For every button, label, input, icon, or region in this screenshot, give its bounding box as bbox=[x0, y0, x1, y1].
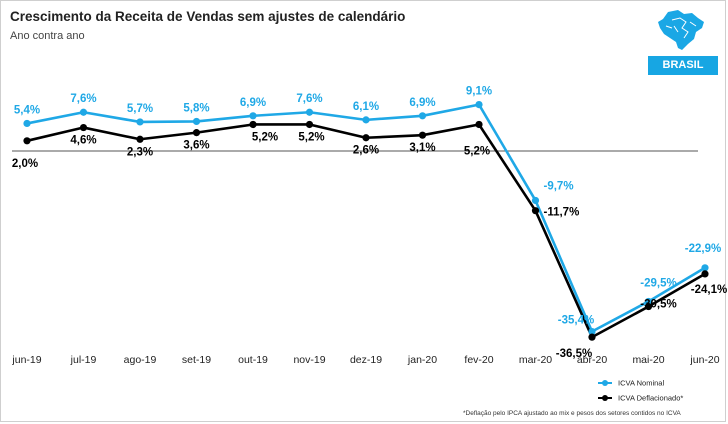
x-tick-label: nov-19 bbox=[293, 354, 325, 366]
data-label-nominal: 6,9% bbox=[409, 97, 435, 109]
data-point-deflated bbox=[192, 129, 201, 137]
data-point-deflated bbox=[362, 134, 370, 142]
data-label-deflated: 2,0% bbox=[12, 158, 38, 170]
data-point-deflated bbox=[475, 120, 483, 129]
data-label-nominal: -29,5% bbox=[640, 277, 676, 289]
data-point-nominal bbox=[305, 108, 314, 116]
x-tick-label: jun-20 bbox=[689, 354, 719, 366]
x-tick-label: dez-19 bbox=[350, 354, 382, 366]
data-label-deflated: -30,5% bbox=[640, 299, 676, 311]
data-point-nominal bbox=[249, 112, 257, 120]
data-label-deflated: 4,6% bbox=[70, 135, 96, 147]
data-point-nominal bbox=[136, 118, 144, 126]
data-point-deflated bbox=[305, 120, 314, 129]
chart-subtitle: Ano contra ano bbox=[10, 30, 85, 42]
x-tick-label: jul-19 bbox=[70, 354, 97, 366]
legend-swatch-marker bbox=[602, 395, 608, 401]
legend-label: ICVA Nominal bbox=[618, 379, 664, 388]
x-tick-label: set-19 bbox=[182, 354, 211, 366]
x-tick-label: jan-20 bbox=[407, 354, 437, 366]
data-label-nominal: -22,9% bbox=[685, 243, 721, 255]
data-point-nominal bbox=[192, 117, 201, 126]
x-tick-label: mar-20 bbox=[519, 354, 552, 366]
data-point-deflated bbox=[588, 333, 596, 341]
data-point-deflated bbox=[701, 270, 709, 278]
data-label-deflated: -36,5% bbox=[556, 348, 592, 360]
legend-swatch-marker bbox=[602, 380, 608, 386]
brazil-map-icon bbox=[658, 10, 704, 50]
data-point-nominal bbox=[701, 264, 709, 272]
data-point-deflated bbox=[644, 302, 653, 311]
data-label-nominal: -35,4% bbox=[558, 315, 594, 327]
data-label-deflated: -24,1% bbox=[691, 284, 727, 296]
data-label-nominal: 5,8% bbox=[183, 102, 209, 114]
legend-label: ICVA Deflacionado* bbox=[618, 394, 683, 403]
x-tick-label: jun-19 bbox=[11, 354, 41, 366]
data-point-deflated bbox=[531, 207, 540, 215]
data-label-nominal: 7,6% bbox=[296, 93, 322, 105]
x-tick-label: mai-20 bbox=[632, 354, 664, 366]
data-point-nominal bbox=[475, 100, 483, 109]
footnote: *Deflação pelo IPCA ajustado ao mix e pe… bbox=[463, 410, 681, 417]
x-tick-label: out-19 bbox=[238, 354, 268, 366]
data-point-deflated bbox=[79, 123, 88, 132]
data-point-nominal bbox=[362, 116, 370, 124]
data-label-nominal: 5,7% bbox=[127, 103, 153, 115]
data-label-nominal: 6,1% bbox=[353, 101, 379, 113]
data-point-deflated bbox=[418, 131, 427, 139]
x-tick-label: fev-20 bbox=[464, 354, 493, 366]
data-label-deflated: 2,6% bbox=[353, 145, 379, 157]
data-label-deflated: 3,6% bbox=[183, 140, 209, 152]
data-label-deflated: 3,1% bbox=[409, 142, 435, 154]
data-label-deflated: -11,7% bbox=[544, 207, 580, 219]
data-point-deflated bbox=[249, 120, 257, 129]
data-label-deflated: 2,3% bbox=[127, 146, 153, 158]
data-label-nominal: 9,1% bbox=[466, 86, 492, 98]
country-badge: BRASIL bbox=[648, 56, 718, 75]
data-label-nominal: -9,7% bbox=[544, 180, 574, 192]
data-label-nominal: 7,6% bbox=[70, 93, 96, 105]
data-label-nominal: 5,4% bbox=[14, 104, 40, 116]
data-point-nominal bbox=[79, 108, 88, 116]
data-point-nominal bbox=[644, 297, 653, 306]
data-point-deflated bbox=[136, 135, 144, 143]
data-label-nominal: 6,9% bbox=[240, 97, 266, 109]
data-point-nominal bbox=[23, 119, 31, 128]
data-point-nominal bbox=[531, 196, 540, 205]
chart-title: Crescimento da Receita de Vendas sem aju… bbox=[10, 9, 406, 24]
x-tick-label: ago-19 bbox=[124, 354, 157, 366]
data-label-deflated: 5,2% bbox=[298, 131, 324, 143]
data-point-nominal bbox=[418, 112, 427, 120]
data-point-deflated bbox=[23, 137, 31, 145]
data-label-deflated: 5,2% bbox=[464, 145, 490, 157]
data-label-deflated: 5,2% bbox=[252, 131, 278, 143]
x-tick-label: abr-20 bbox=[577, 354, 608, 366]
data-point-nominal bbox=[588, 327, 596, 336]
